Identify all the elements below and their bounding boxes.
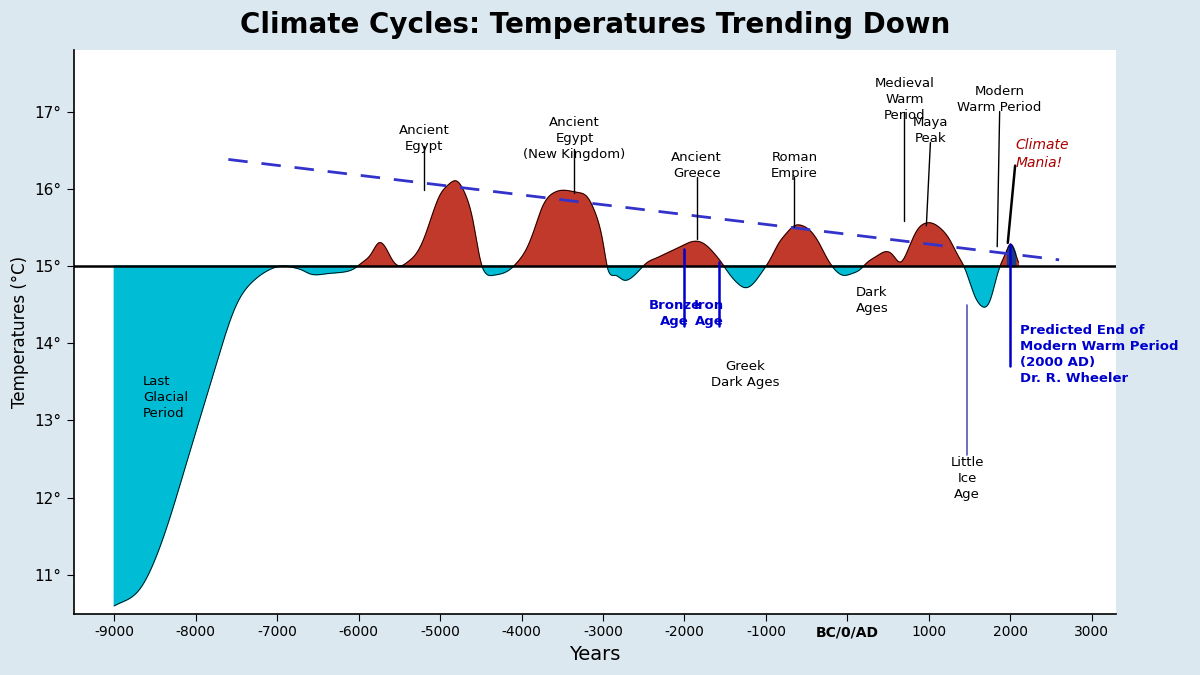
Text: Greek
Dark Ages: Greek Dark Ages [712,360,780,389]
X-axis label: Years: Years [569,645,620,664]
Text: Iron
Age: Iron Age [694,300,724,329]
Text: Ancient
Greece: Ancient Greece [671,151,722,180]
Text: Dark
Ages: Dark Ages [856,286,888,315]
Text: Predicted End of
Modern Warm Period
(2000 AD)
Dr. R. Wheeler: Predicted End of Modern Warm Period (200… [1020,324,1178,385]
Text: Ancient
Egypt: Ancient Egypt [398,124,449,153]
Text: Little
Ice
Age: Little Ice Age [950,456,984,501]
Y-axis label: Temperatures (°C): Temperatures (°C) [11,256,29,408]
Text: Last
Glacial
Period: Last Glacial Period [143,375,188,420]
Text: Medieval
Warm
Period: Medieval Warm Period [875,78,935,122]
Text: Bronze
Age: Bronze Age [649,300,701,329]
Text: Climate
Mania!: Climate Mania! [1015,138,1069,169]
Text: Maya
Peak: Maya Peak [913,116,948,145]
Text: Modern
Warm Period: Modern Warm Period [958,86,1042,115]
Text: Ancient
Egypt
(New Kingdom): Ancient Egypt (New Kingdom) [523,116,625,161]
Title: Climate Cycles: Temperatures Trending Down: Climate Cycles: Temperatures Trending Do… [240,11,950,39]
Text: Roman
Empire: Roman Empire [770,151,818,180]
